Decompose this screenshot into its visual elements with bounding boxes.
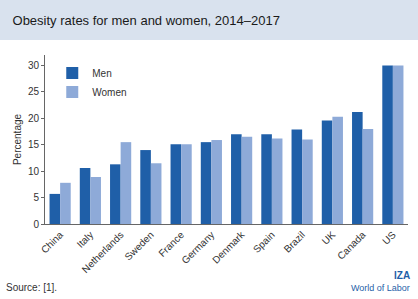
svg-text:Italy: Italy [75, 229, 96, 250]
svg-text:Germany: Germany [179, 229, 216, 266]
svg-text:Spain: Spain [251, 229, 277, 255]
svg-text:Percentage: Percentage [12, 113, 23, 165]
svg-text:IZA: IZA [394, 270, 410, 281]
svg-text:Sweden: Sweden [122, 229, 155, 262]
svg-text:20: 20 [28, 113, 40, 124]
svg-text:Canada: Canada [335, 229, 368, 262]
svg-text:China: China [39, 229, 66, 256]
svg-text:France: France [156, 229, 186, 259]
svg-text:UK: UK [320, 229, 338, 247]
svg-text:25: 25 [28, 86, 40, 97]
svg-text:Women: Women [92, 87, 126, 98]
svg-text:10: 10 [28, 166, 40, 177]
svg-text:Brazil: Brazil [282, 229, 307, 254]
svg-text:5: 5 [33, 192, 39, 203]
svg-text:Denmark: Denmark [210, 228, 247, 265]
svg-text:Netherlands: Netherlands [80, 229, 126, 275]
svg-text:Obesity rates for men and wome: Obesity rates for men and women, 2014–20… [13, 13, 280, 28]
svg-text:World of Labor: World of Labor [351, 283, 410, 293]
svg-text:0: 0 [33, 219, 39, 230]
svg-text:30: 30 [28, 60, 40, 71]
svg-text:Source: [1].: Source: [1]. [6, 282, 57, 293]
svg-text:15: 15 [28, 139, 40, 150]
svg-text:Men: Men [92, 68, 111, 79]
svg-text:US: US [380, 229, 398, 247]
